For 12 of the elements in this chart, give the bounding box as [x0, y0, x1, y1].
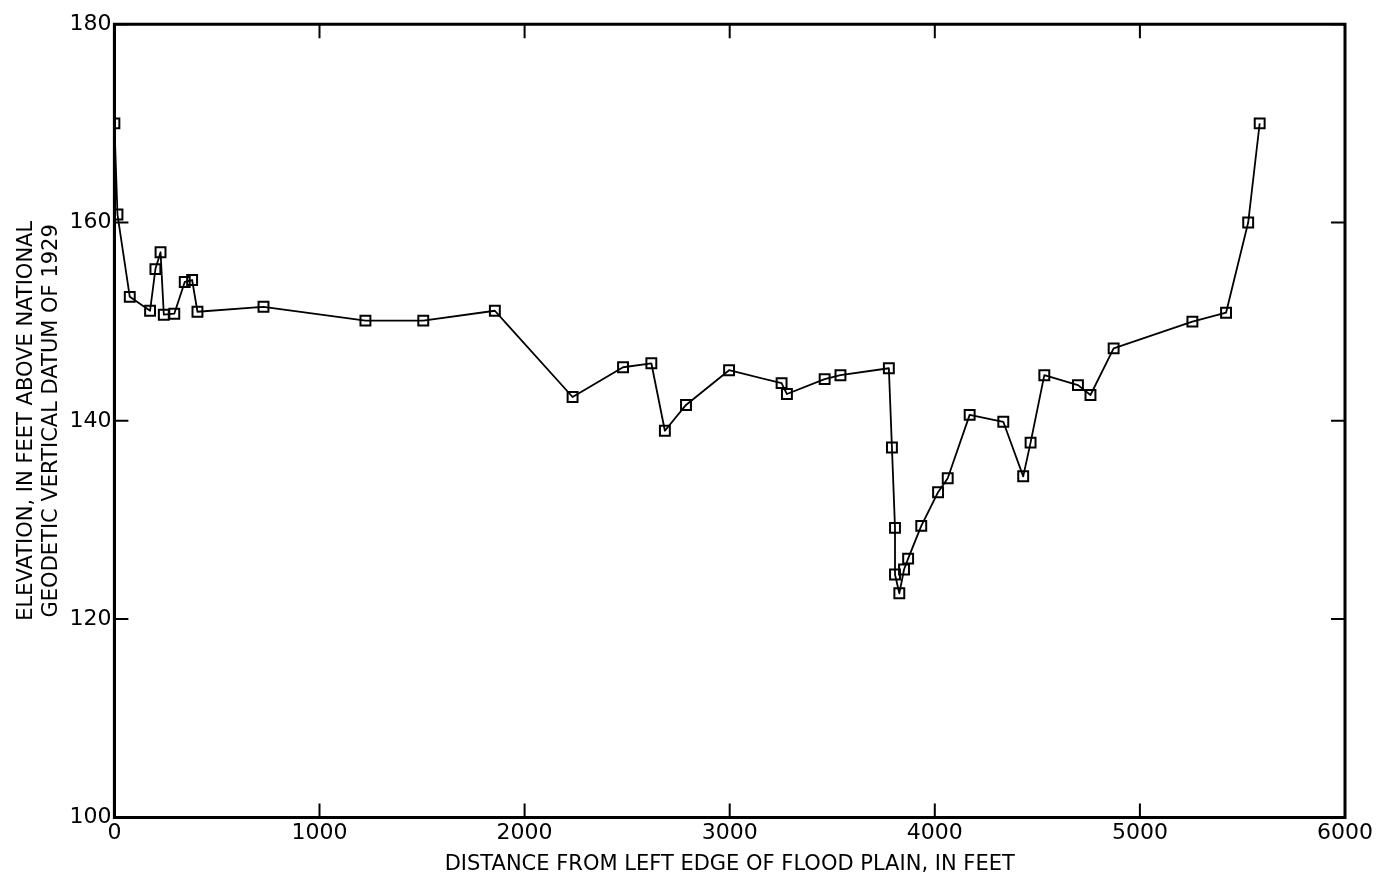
y-tick-label: 120	[69, 604, 112, 630]
x-tick-label: 6000	[1317, 819, 1373, 845]
x-tick-label: 5000	[1111, 819, 1168, 845]
x-tick-label: 2000	[496, 819, 553, 845]
x-tick-label: 1000	[291, 819, 348, 845]
x-tick-label: 3000	[701, 819, 758, 845]
y-axis-title: ELEVATION, IN FEET ABOVE NATIONAL GEODETIC VERTICAL DATUM OF 1929	[13, 220, 63, 621]
y-tick-label: 140	[69, 406, 112, 432]
x-axis-title: DISTANCE FROM LEFT EDGE OF FLOOD PLAIN, IN FEET	[444, 850, 1015, 875]
y-tick-label: 180	[69, 9, 112, 35]
x-tick-label: 4000	[906, 819, 963, 845]
y-tick-label: 160	[69, 208, 112, 234]
